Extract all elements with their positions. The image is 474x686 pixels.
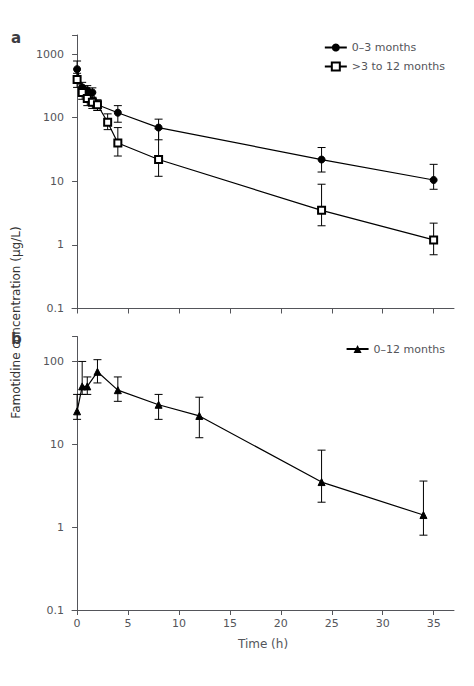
- svg-text:0–12 months: 0–12 months: [374, 343, 446, 356]
- svg-text:25: 25: [325, 617, 339, 630]
- svg-text:20: 20: [274, 617, 288, 630]
- svg-text:1000: 1000: [36, 48, 64, 61]
- svg-text:10: 10: [172, 617, 186, 630]
- svg-text:100: 100: [43, 355, 64, 368]
- svg-text:Time (h): Time (h): [237, 637, 288, 651]
- svg-text:Famotidine concentration (µg/L: Famotidine concentration (µg/L): [9, 226, 23, 418]
- svg-text:0–3 months: 0–3 months: [352, 41, 417, 54]
- svg-text:10: 10: [50, 175, 64, 188]
- svg-text:0.1: 0.1: [47, 302, 65, 315]
- svg-text:b: b: [11, 330, 22, 348]
- svg-text:35: 35: [427, 617, 441, 630]
- svg-text:a: a: [11, 29, 21, 47]
- svg-text:15: 15: [223, 617, 237, 630]
- svg-text:1: 1: [57, 521, 64, 534]
- svg-text:100: 100: [43, 111, 64, 124]
- svg-text:30: 30: [376, 617, 390, 630]
- svg-text:5: 5: [125, 617, 132, 630]
- svg-text:10: 10: [50, 438, 64, 451]
- svg-text:0: 0: [74, 617, 81, 630]
- svg-text:>3 to 12 months: >3 to 12 months: [352, 60, 445, 73]
- svg-text:1: 1: [57, 238, 64, 251]
- svg-text:0.1: 0.1: [47, 604, 65, 617]
